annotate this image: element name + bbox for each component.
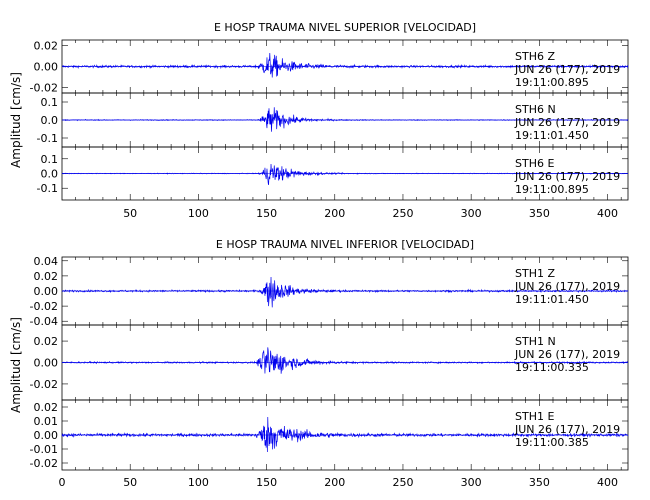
x-tick-label: 200 — [324, 207, 345, 220]
station-label: STH1 E — [515, 410, 554, 423]
x-tick-label: 100 — [188, 476, 209, 489]
station-label: STH6 E — [515, 157, 554, 170]
y-tick-label: 0.02 — [34, 335, 59, 348]
y-tick-label: 0.00 — [34, 429, 59, 442]
x-tick-label: 150 — [256, 476, 277, 489]
y-tick-label: 0.00 — [34, 357, 59, 370]
y-tick-label: 0.02 — [34, 39, 59, 52]
x-tick-label: 0 — [59, 476, 66, 489]
chart-title: E HOSP TRAUMA NIVEL INFERIOR [VELOCIDAD] — [216, 238, 474, 251]
date-label: JUN 26 (177), 2019 — [514, 63, 620, 76]
x-tick-label: 50 — [123, 207, 137, 220]
time-label: 19:11:00.385 — [515, 436, 589, 449]
figure-1: E HOSP TRAUMA NIVEL SUPERIOR [VELOCIDAD]… — [9, 21, 629, 220]
figure-2: E HOSP TRAUMA NIVEL INFERIOR [VELOCIDAD]… — [9, 238, 629, 489]
date-label: JUN 26 (177), 2019 — [514, 116, 620, 129]
x-tick-label: 350 — [529, 207, 550, 220]
y-axis-label: Amplitud [cm/s] — [9, 317, 23, 413]
y-tick-label: 0.02 — [34, 270, 59, 283]
date-label: JUN 26 (177), 2019 — [514, 170, 620, 183]
y-tick-label: 0.00 — [34, 61, 59, 74]
x-tick-label: 350 — [529, 476, 550, 489]
date-label: JUN 26 (177), 2019 — [514, 280, 620, 293]
x-tick-label: 400 — [597, 207, 618, 220]
x-tick-label: 300 — [461, 207, 482, 220]
date-label: JUN 26 (177), 2019 — [514, 348, 620, 361]
date-label: JUN 26 (177), 2019 — [514, 423, 620, 436]
station-label: STH6 Z — [515, 50, 555, 63]
x-tick-label: 100 — [188, 207, 209, 220]
x-tick-label: 200 — [324, 476, 345, 489]
y-tick-label: -0.02 — [30, 300, 58, 313]
x-tick-label: 300 — [461, 476, 482, 489]
time-label: 19:11:00.335 — [515, 361, 589, 374]
x-tick-label: 50 — [123, 476, 137, 489]
plot-layer: E HOSP TRAUMA NIVEL SUPERIOR [VELOCIDAD]… — [9, 21, 629, 489]
y-tick-label: 0.1 — [41, 153, 59, 166]
station-label: STH6 N — [515, 103, 556, 116]
time-label: 19:11:01.450 — [515, 293, 589, 306]
y-tick-label: 0.01 — [34, 415, 59, 428]
y-tick-label: -0.1 — [37, 132, 58, 145]
y-tick-label: -0.02 — [30, 82, 58, 95]
y-axis-label: Amplitud [cm/s] — [9, 72, 23, 168]
y-tick-label: -0.02 — [30, 457, 58, 470]
x-tick-label: 250 — [392, 476, 413, 489]
y-tick-label: 0.00 — [34, 285, 59, 298]
y-tick-label: 0.04 — [34, 255, 59, 268]
y-tick-label: 0.0 — [41, 114, 59, 127]
y-tick-label: 0.02 — [34, 401, 59, 414]
time-label: 19:11:01.450 — [515, 129, 589, 142]
y-tick-label: -0.1 — [37, 182, 58, 195]
time-label: 19:11:00.895 — [515, 183, 589, 196]
y-tick-label: 0.1 — [41, 96, 59, 109]
y-tick-label: -0.01 — [30, 443, 58, 456]
waveform-trace — [61, 417, 629, 453]
x-tick-label: 400 — [597, 476, 618, 489]
time-label: 19:11:00.895 — [515, 76, 589, 89]
chart-title: E HOSP TRAUMA NIVEL SUPERIOR [VELOCIDAD] — [214, 21, 476, 34]
y-tick-label: 0.0 — [41, 168, 59, 181]
y-tick-label: -0.02 — [30, 378, 58, 391]
station-label: STH1 N — [515, 335, 556, 348]
x-tick-label: 250 — [392, 207, 413, 220]
x-tick-label: 150 — [256, 207, 277, 220]
y-tick-label: -0.04 — [30, 315, 58, 328]
station-label: STH1 Z — [515, 267, 555, 280]
